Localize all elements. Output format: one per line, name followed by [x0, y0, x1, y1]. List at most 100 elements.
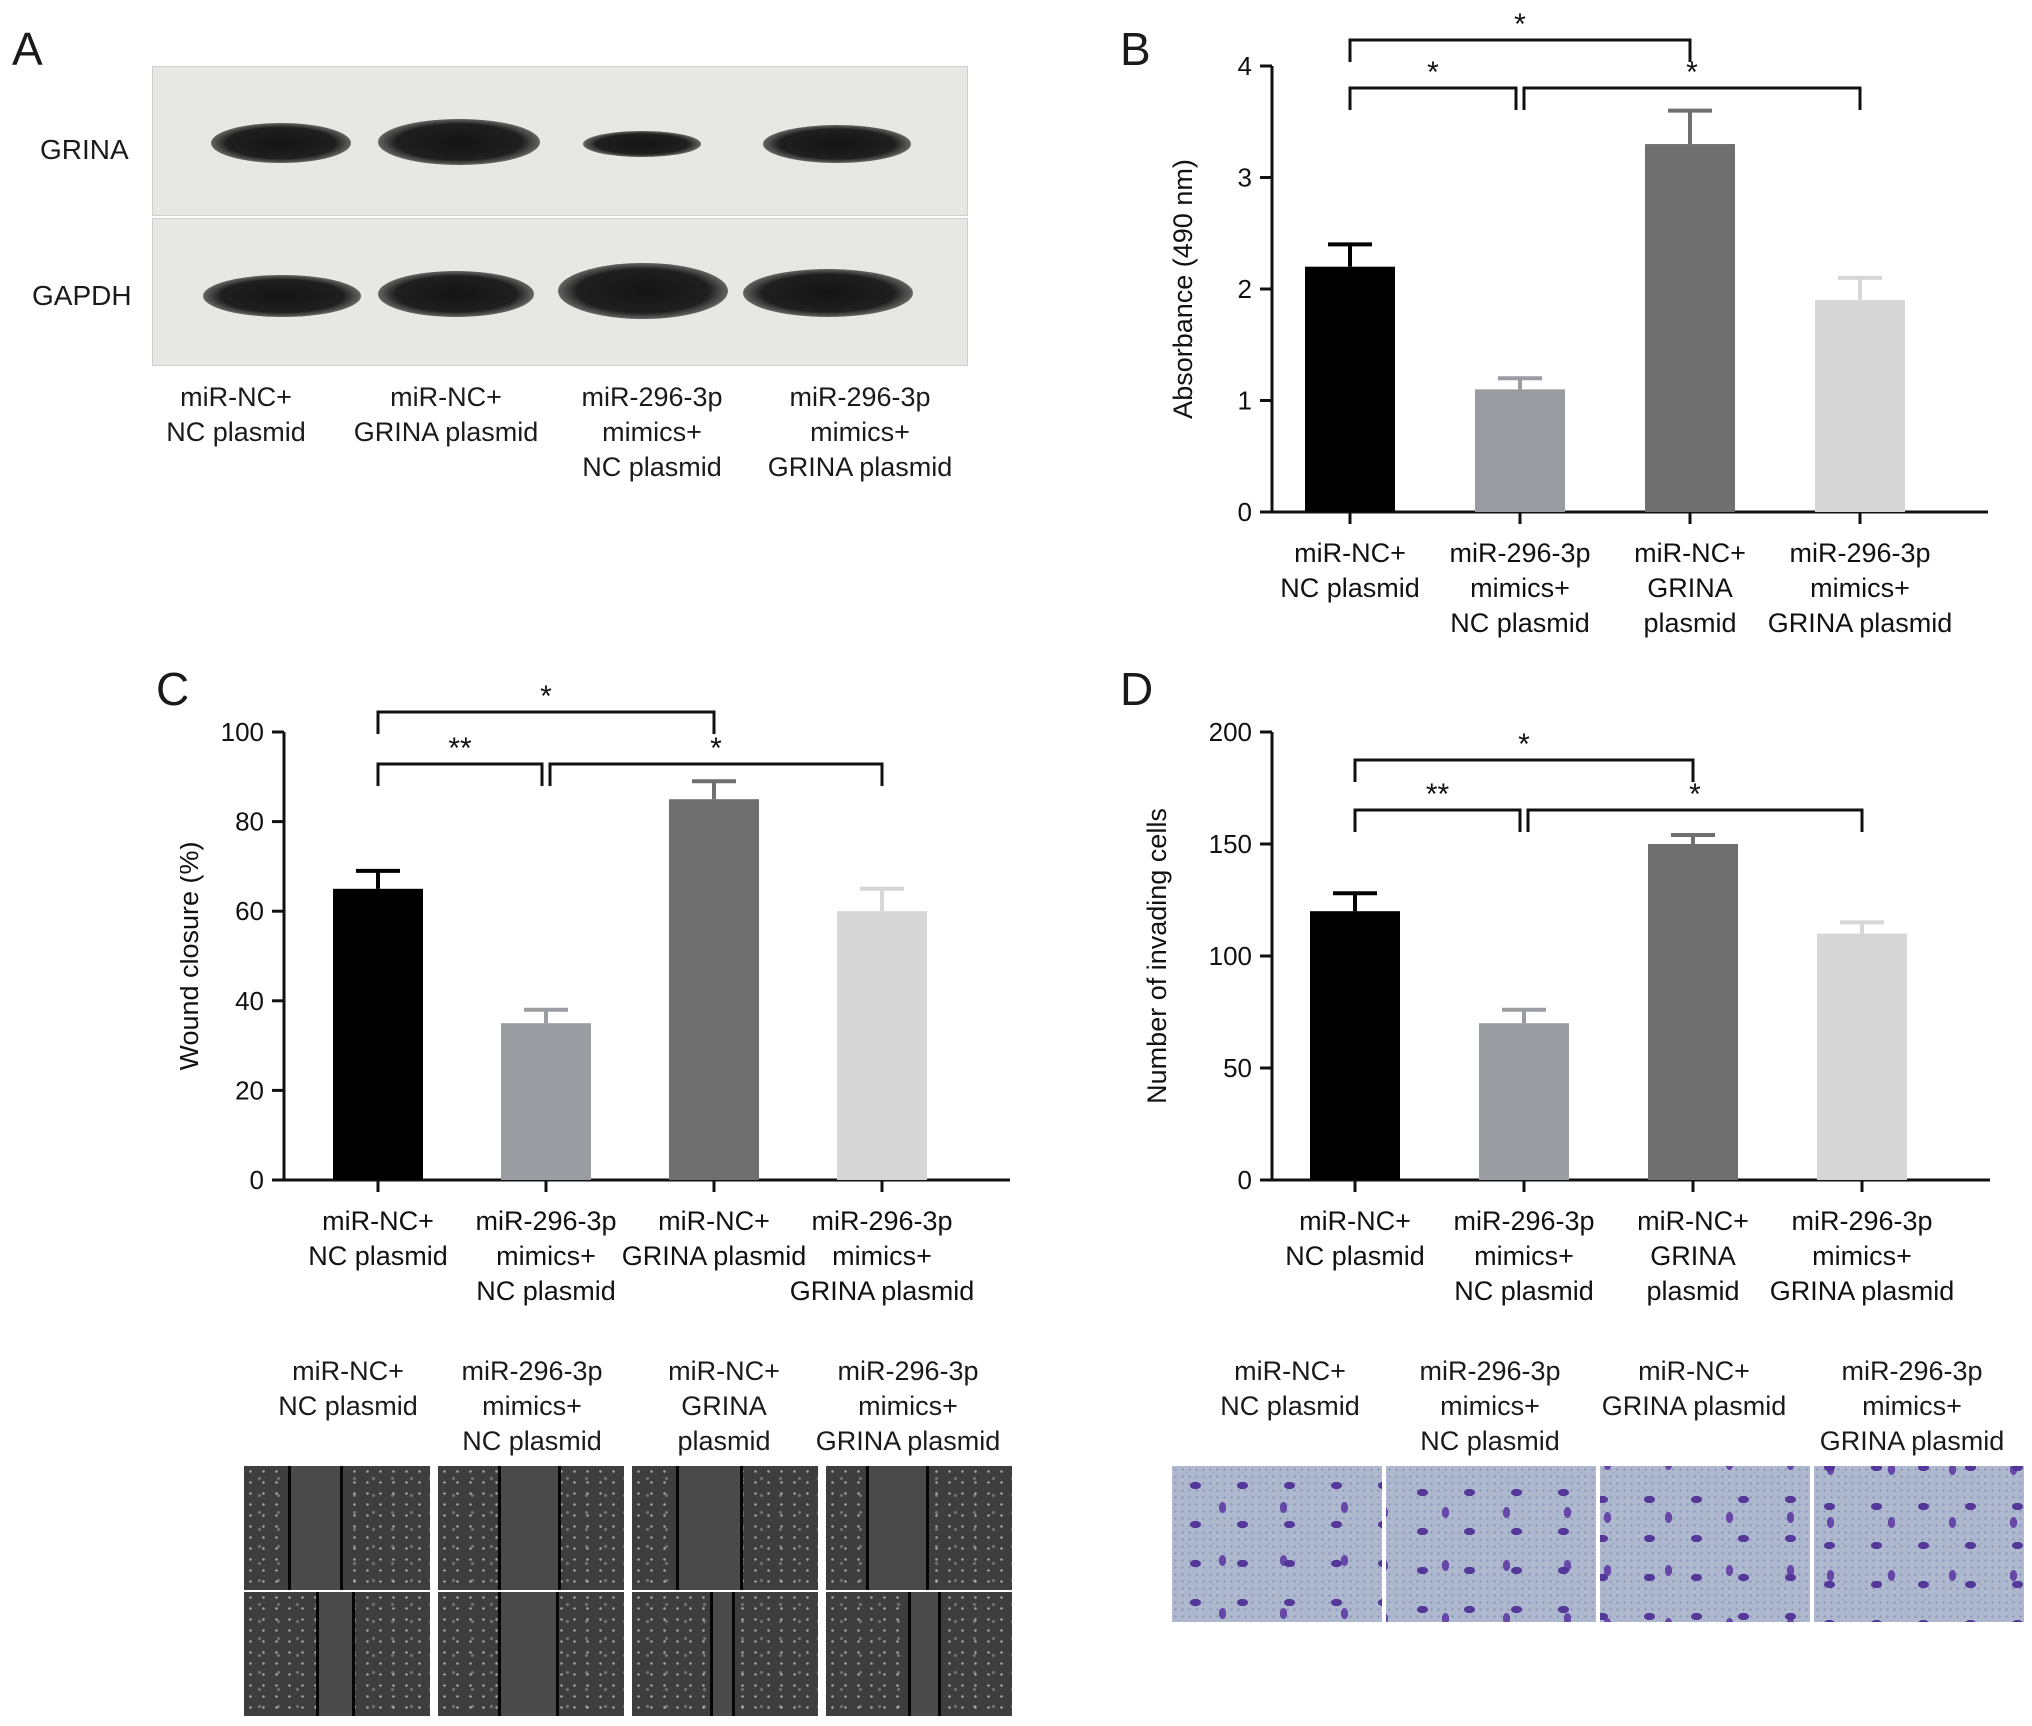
- significance-label: **: [1426, 778, 1450, 811]
- invasion-image-label-3: miR-NC+ GRINA plasmid: [1574, 1354, 1814, 1424]
- chart-b: 0 1 2 3 4 Absorbance (490 nm) miR-NC+ NC plasmi…: [1168, 8, 1988, 638]
- category-label: mimics+: [1470, 573, 1570, 603]
- y-axis-label: Absorbance (490 nm): [1168, 159, 1198, 419]
- wound-image-tile: [826, 1466, 1012, 1590]
- category-label: miR-NC+: [1637, 1206, 1749, 1236]
- category-label: miR-NC+: [1299, 1206, 1411, 1236]
- bar-4: [1815, 300, 1905, 512]
- panel-letter-d: D: [1120, 663, 1154, 715]
- y-tick-label: 40: [235, 986, 264, 1016]
- wound-image-tile: [244, 1592, 430, 1716]
- significance-bracket: [1348, 38, 1692, 62]
- blot-lane-label-2: miR-NC+ GRINA plasmid: [326, 380, 566, 450]
- significance-bracket: [1353, 758, 1695, 782]
- blot-lane-label-1-line: NC plasmid: [166, 417, 306, 447]
- wound-image-label-1-line: NC plasmid: [278, 1391, 418, 1421]
- y-axis-label: Wound closure (%): [180, 841, 204, 1070]
- category-label: NC plasmid: [1280, 573, 1420, 603]
- y-tick-label: 1: [1238, 386, 1252, 416]
- significance-bracket: [1522, 86, 1862, 110]
- y-tick-label: 4: [1238, 51, 1252, 81]
- blot-lane-label-2-line: miR-NC+: [390, 382, 502, 412]
- significance-label: *: [1686, 56, 1698, 89]
- bar-3: [1645, 144, 1735, 513]
- blot-lane-label-4-line: miR-296-3p: [789, 382, 931, 412]
- category-label: miR-296-3p: [811, 1206, 952, 1236]
- y-tick-label: 100: [1209, 941, 1252, 971]
- significance-label: *: [540, 680, 552, 713]
- category-label: NC plasmid: [308, 1241, 448, 1271]
- y-tick-label: 2: [1238, 274, 1252, 304]
- invasion-image-label-2-line: mimics+: [1440, 1391, 1540, 1421]
- significance-bracket: [1348, 86, 1518, 110]
- blot-lane-label-3-line: mimics+: [602, 417, 702, 447]
- bar-1: [1305, 266, 1395, 512]
- invasion-image-tile: [1386, 1466, 1596, 1622]
- category-label: miR-296-3p: [1449, 538, 1590, 568]
- wound-image-label-3: miR-NC+ GRINA plasmid: [604, 1354, 844, 1459]
- invasion-image-label-1-line: NC plasmid: [1220, 1391, 1360, 1421]
- wound-image-label-3-line: GRINA: [681, 1391, 767, 1421]
- wound-image-label-2-line: mimics+: [482, 1391, 582, 1421]
- panel-letter-a: A: [12, 23, 43, 75]
- significance-bracket: [548, 762, 884, 786]
- invasion-image-label-2-line: miR-296-3p: [1419, 1356, 1561, 1386]
- category-label: GRINA plasmid: [622, 1241, 807, 1271]
- significance-bracket: [1353, 808, 1522, 832]
- category-label: NC plasmid: [1285, 1241, 1425, 1271]
- category-label: mimics+: [496, 1241, 596, 1271]
- significance-bracket: [1526, 808, 1864, 832]
- category-label: miR-296-3p: [1453, 1206, 1594, 1236]
- category-label: miR-NC+: [322, 1206, 434, 1236]
- wound-image-label-4-line: mimics+: [858, 1391, 958, 1421]
- blot-row-label-grina: GRINA: [40, 134, 129, 165]
- wound-image-label-3-line: miR-NC+: [668, 1356, 780, 1386]
- category-label: mimics+: [1810, 573, 1910, 603]
- y-tick-label: 20: [235, 1075, 264, 1105]
- western-blot-grina: [152, 66, 968, 216]
- western-blot-gapdh: [152, 218, 968, 366]
- category-label: miR-296-3p: [1789, 538, 1930, 568]
- invasion-image-label-4-line: GRINA plasmid: [1819, 1426, 2005, 1456]
- blot-lane-label-1: miR-NC+ NC plasmid: [116, 380, 356, 450]
- category-label: GRINA: [1650, 1241, 1736, 1271]
- invasion-image-label-1: miR-NC+ NC plasmid: [1170, 1354, 1410, 1424]
- invasion-image-label-1-line: miR-NC+: [1234, 1356, 1346, 1386]
- invasion-image-tile: [1814, 1466, 2024, 1622]
- significance-bracket: [376, 710, 716, 734]
- y-tick-label: 3: [1238, 163, 1252, 193]
- category-label: NC plasmid: [1450, 608, 1590, 638]
- wound-image-tile: [632, 1466, 818, 1590]
- chart-d: 0 50 100 150 200 Number of invading cells miR-…: [1142, 717, 1990, 1306]
- category-label: mimics+: [832, 1241, 932, 1271]
- bar-2: [1479, 1023, 1569, 1180]
- wound-image-label-1: miR-NC+ NC plasmid: [228, 1354, 468, 1424]
- invasion-image-tile: [1600, 1466, 1810, 1622]
- bar-2: [1475, 389, 1565, 512]
- y-axis-label: Number of invading cells: [1142, 808, 1172, 1104]
- y-tick-label: 100: [221, 717, 264, 747]
- blot-lane-label-4-line: mimics+: [810, 417, 910, 447]
- invasion-image-label-4-line: miR-296-3p: [1841, 1356, 1983, 1386]
- blot-lane-label-3-line: NC plasmid: [582, 452, 722, 482]
- blot-lane-label-3-line: miR-296-3p: [581, 382, 723, 412]
- category-label: NC plasmid: [476, 1276, 616, 1306]
- panel-letter-b: B: [1120, 23, 1151, 75]
- invasion-image-tile: [1172, 1466, 1382, 1622]
- wound-image-tile: [826, 1592, 1012, 1716]
- y-tick-label: 150: [1209, 829, 1252, 859]
- significance-bracket: [376, 762, 544, 786]
- chart-c: 0 20 40 60 80 100 Wound closure (%) miR-NC+ NC p…: [180, 680, 1010, 1306]
- blot-lane-label-2-line: GRINA plasmid: [353, 417, 539, 447]
- wound-image-tile: [438, 1592, 624, 1716]
- invasion-image-label-3-line: GRINA plasmid: [1601, 1391, 1787, 1421]
- significance-label: *: [1427, 56, 1439, 89]
- y-tick-label: 0: [1238, 1165, 1252, 1195]
- category-label: plasmid: [1643, 608, 1736, 638]
- blot-lane-label-1-line: miR-NC+: [180, 382, 292, 412]
- category-label: mimics+: [1474, 1241, 1574, 1271]
- wound-image-label-4-line: GRINA plasmid: [815, 1426, 1001, 1456]
- bar-3: [669, 799, 759, 1180]
- blot-row-label-gapdh: GAPDH: [32, 280, 132, 311]
- wound-image-tile: [438, 1466, 624, 1590]
